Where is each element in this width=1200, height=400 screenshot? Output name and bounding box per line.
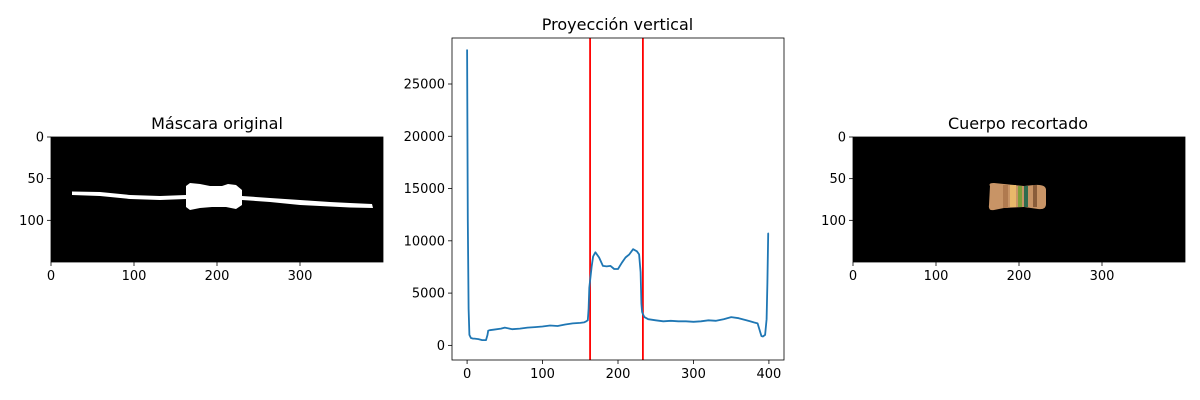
mask-subplot: Máscara original 0 100 200 300 0 50 100 xyxy=(19,114,384,285)
crop-band-5 xyxy=(1033,185,1037,207)
projection-ytick-label: 0 xyxy=(437,339,445,354)
projection-ytick-label: 25000 xyxy=(404,78,445,93)
projection-xtick-label: 300 xyxy=(681,367,706,382)
projection-line xyxy=(466,49,770,341)
projection-ytick-label: 20000 xyxy=(404,130,445,145)
crop-band-1 xyxy=(1003,185,1008,208)
mask-image xyxy=(72,183,373,210)
mask-axes: 0 100 200 300 0 50 100 xyxy=(19,131,312,285)
projection-ytick-label: 10000 xyxy=(404,234,445,249)
crop-ytick-label: 50 xyxy=(829,172,846,187)
crop-xtick-label: 100 xyxy=(924,269,949,284)
mask-right-lead xyxy=(242,196,373,208)
projection-ytick-label: 5000 xyxy=(412,287,445,302)
projection-xtick-label: 100 xyxy=(530,367,555,382)
projection-title: Proyección vertical xyxy=(542,15,693,34)
crop-ytick-label: 100 xyxy=(821,214,846,229)
crop-subplot: Cuerpo recortado 0 100 200 300 0 50 100 xyxy=(821,114,1186,285)
crop-title: Cuerpo recortado xyxy=(948,114,1088,133)
projection-xtick-label: 200 xyxy=(606,367,631,382)
mask-left-lead xyxy=(72,191,186,200)
crop-xtick-label: 0 xyxy=(849,269,857,284)
projection-vlines xyxy=(589,38,644,360)
crop-xtick-label: 200 xyxy=(1007,269,1032,284)
projection-plot-area xyxy=(452,38,784,360)
crop-band-2 xyxy=(1010,185,1016,207)
crop-axes: 0 100 200 300 0 50 100 xyxy=(821,131,1114,285)
mask-title: Máscara original xyxy=(151,114,283,133)
mask-xtick-label: 200 xyxy=(205,269,230,284)
crop-xtick-label: 300 xyxy=(1090,269,1115,284)
mask-ytick-label: 100 xyxy=(19,214,44,229)
mask-ytick-label: 50 xyxy=(27,172,44,187)
mask-xtick-label: 300 xyxy=(288,269,313,284)
mask-body xyxy=(186,183,242,210)
mask-ytick-label: 0 xyxy=(36,131,44,146)
mask-xtick-label: 0 xyxy=(47,269,55,284)
projection-subplot: Proyección vertical 0 100 200 300 400 0 5000 10… xyxy=(404,15,785,383)
projection-xtick-label: 400 xyxy=(756,367,781,382)
crop-image xyxy=(988,183,1046,211)
crop-resistor-body xyxy=(988,183,1046,211)
projection-xtick-label: 0 xyxy=(463,367,471,382)
projection-ytick-label: 15000 xyxy=(404,182,445,197)
projection-axes: 0 100 200 300 400 0 5000 10000 15000 20000 25000 xyxy=(404,78,782,383)
crop-ytick-label: 0 xyxy=(838,131,846,146)
mask-xtick-label: 100 xyxy=(122,269,147,284)
crop-band-4 xyxy=(1024,186,1028,207)
crop-band-3 xyxy=(1018,186,1022,207)
